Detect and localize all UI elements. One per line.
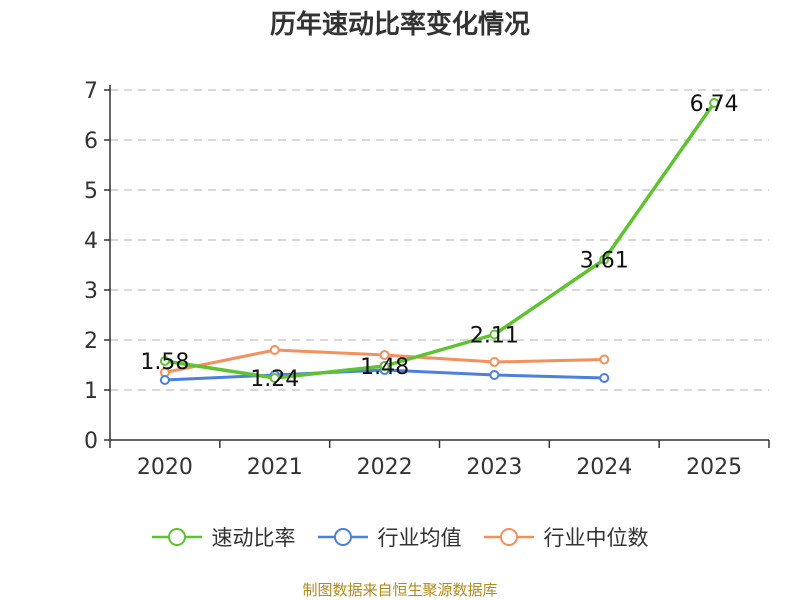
series-0-point-2024 (599, 254, 610, 265)
y-tick-label-3: 3 (84, 279, 98, 304)
series-0-point-2022 (379, 361, 390, 371)
y-tick-label-7: 7 (84, 79, 98, 104)
legend-swatch-quick-ratio (151, 528, 202, 546)
series-2-point-2021 (269, 345, 280, 355)
legend-swatch-industry-mean (317, 528, 368, 546)
y-tick-label-0: 0 (84, 429, 98, 454)
legend-label-industry-median: 行业中位数 (543, 526, 649, 550)
legend-label-quick-ratio: 速动比率 (211, 526, 296, 550)
y-tick-label-4: 4 (84, 229, 98, 254)
data-label-2024: 3.61 (580, 249, 629, 274)
y-tick-label-2: 2 (84, 329, 98, 354)
x-tick-label-2020: 2020 (137, 455, 193, 480)
data-labels: 1.58 1.24 1.48 2.11 3.61 6.74 (140, 92, 738, 392)
series-1-point-2023 (489, 370, 500, 380)
legend-item-industry-mean[interactable]: 行业均值 (317, 522, 462, 552)
data-label-2020: 1.58 (140, 350, 189, 375)
x-tick-label-2024: 2024 (576, 455, 632, 480)
legend-label-industry-mean: 行业均值 (377, 526, 462, 550)
grid-lines (110, 89, 769, 391)
x-tick-label-2025: 2025 (686, 455, 742, 480)
y-tick-label-1: 1 (84, 379, 98, 404)
chart-title: 历年速动比率变化情况 (269, 10, 530, 40)
series-0-point-2023 (489, 329, 500, 340)
legend: 速动比率 行业均值 行业中位数 (0, 520, 800, 554)
legend-item-industry-median[interactable]: 行业中位数 (483, 522, 649, 552)
series (159, 98, 720, 385)
x-tick-label-2023: 2023 (466, 455, 522, 480)
x-tick-label-2022: 2022 (357, 455, 413, 480)
legend-swatch-industry-median (483, 528, 534, 546)
y-tick-label-6: 6 (84, 129, 98, 154)
series-0-point-2021 (269, 373, 280, 383)
data-label-2021: 1.24 (250, 367, 299, 392)
axes: 0 1 2 3 4 5 6 7 2020 2021 2022 2023 2024 2025 (84, 79, 770, 480)
series-0-point-2025 (709, 98, 720, 108)
series-0-point-2020 (159, 356, 170, 366)
series-1-point-2024 (599, 373, 610, 383)
series-2-point-2024 (599, 354, 610, 365)
data-label-2025: 6.74 (690, 92, 739, 117)
series-2-point-2022 (379, 350, 390, 360)
data-label-2022: 1.48 (360, 355, 409, 380)
y-tick-label-5: 5 (84, 179, 98, 204)
series-2-point-2023 (489, 357, 500, 367)
data-label-2023: 2.11 (470, 324, 519, 349)
series-line-0 (164, 101, 716, 380)
series-1-point-2020 (159, 375, 170, 385)
legend-item-quick-ratio[interactable]: 速动比率 (151, 522, 296, 552)
x-tick-label-2021: 2021 (247, 455, 303, 480)
source-note: 制图数据来自恒生聚源数据库 (302, 581, 498, 599)
